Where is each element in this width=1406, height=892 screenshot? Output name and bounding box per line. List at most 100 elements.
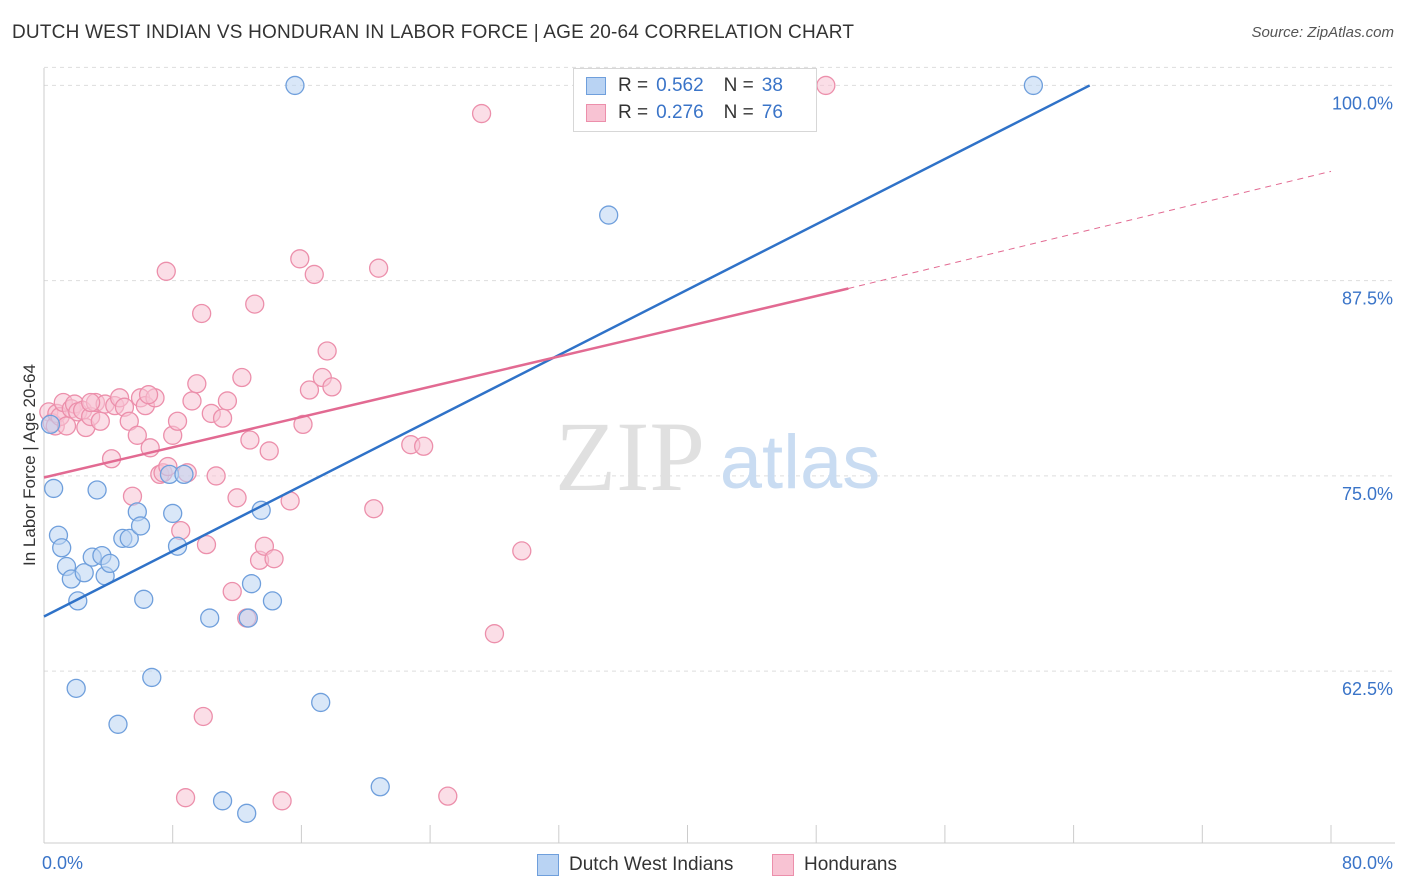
data-point [368, 258, 389, 278]
data-point [222, 581, 242, 602]
data-point [816, 75, 836, 96]
x-tick-label: 0.0% [42, 853, 83, 873]
data-point [262, 591, 283, 611]
data-point [311, 692, 331, 713]
chart-title: DUTCH WEST INDIAN VS HONDURAN IN LABOR F… [12, 22, 855, 43]
r-label: R = [618, 75, 649, 96]
watermark-zip: ZIP [555, 401, 705, 512]
honduran-swatch [586, 104, 606, 122]
r-label: R = [618, 102, 649, 123]
watermark: ZIP atlas [555, 401, 880, 512]
data-point [127, 425, 147, 445]
data-point [240, 430, 260, 450]
data-point [74, 563, 94, 583]
data-point [174, 464, 194, 485]
tick-labels: 62.5% 75.0% 87.5% 100.0% 0.0% 80.0% [42, 93, 1393, 873]
data-point [217, 391, 238, 411]
legend-honduran-label: Hondurans [804, 854, 897, 875]
legend-dutch-label: Dutch West Indians [569, 854, 734, 875]
n-label: N = [723, 75, 754, 96]
data-point [290, 249, 310, 269]
data-point [206, 466, 226, 486]
data-point [512, 541, 532, 561]
data-point [232, 367, 252, 388]
axes [43, 68, 1395, 844]
data-point [471, 103, 492, 124]
data-point [40, 414, 61, 435]
data-point [87, 480, 107, 500]
data-point [66, 678, 86, 699]
x-tick-label: 80.0% [1342, 853, 1393, 873]
data-point [156, 261, 176, 281]
stats-row-dutch: R = 0.562 N = 38 [586, 73, 783, 99]
data-point [193, 706, 213, 727]
data-point [196, 535, 217, 555]
n-value: 76 [761, 102, 783, 123]
data-point [138, 385, 159, 405]
data-point [364, 499, 384, 519]
honduran-points [39, 75, 836, 811]
data-point [175, 788, 196, 808]
data-point [322, 377, 342, 397]
data-point [272, 791, 292, 811]
data-point [167, 411, 188, 431]
data-point [227, 488, 247, 508]
data-point [81, 392, 101, 413]
data-point [187, 374, 207, 394]
n-value: 38 [761, 75, 783, 96]
data-point [134, 589, 154, 609]
legend-item-honduran[interactable]: Hondurans [772, 852, 897, 878]
n-label: N = [723, 102, 754, 123]
data-point [90, 411, 110, 431]
data-point [264, 549, 284, 569]
data-point [317, 341, 337, 361]
data-point [163, 503, 183, 524]
stats-row-honduran: R = 0.276 N = 76 [586, 100, 783, 126]
data-point [142, 667, 162, 688]
data-point [484, 624, 505, 644]
data-point [119, 528, 139, 549]
data-point [200, 608, 220, 628]
data-point [212, 791, 233, 811]
r-value: 0.276 [656, 102, 704, 123]
data-point [259, 441, 279, 461]
y-tick-label: 62.5% [1342, 679, 1393, 699]
legend-honduran-swatch [772, 854, 794, 876]
data-point [245, 294, 265, 314]
data-point [599, 205, 619, 225]
y-tick-label: 100.0% [1332, 93, 1393, 113]
data-point [1023, 75, 1044, 96]
legend-dutch-swatch [537, 854, 559, 876]
y-tick-label: 87.5% [1342, 289, 1393, 309]
trend-line-honduran [43, 287, 849, 479]
legend-item-dutch[interactable]: Dutch West Indians [537, 852, 733, 878]
source-label: Source: ZipAtlas.com [1251, 24, 1394, 41]
data-point [44, 478, 64, 499]
dutch-west-indian-points [40, 75, 1044, 823]
data-point [171, 520, 191, 541]
data-point [438, 786, 458, 806]
data-point [101, 449, 122, 469]
data-point [108, 714, 128, 734]
data-point [68, 591, 88, 611]
data-point [370, 777, 390, 797]
data-point [241, 574, 262, 594]
data-point [238, 608, 258, 628]
data-point [130, 516, 151, 536]
data-point [212, 408, 233, 428]
trend-line-honduran-extension [848, 170, 1332, 289]
data-point [414, 436, 434, 456]
data-point [192, 303, 212, 324]
data-point [237, 803, 257, 823]
data-point [100, 553, 120, 574]
trend-line-dutch [43, 84, 1091, 618]
stats-box: R = 0.562 N = 38 R = 0.276 N = 76 [573, 68, 817, 132]
dutch-swatch [586, 77, 606, 95]
r-value: 0.562 [656, 75, 704, 96]
data-point [52, 538, 72, 558]
watermark-atlas: atlas [720, 420, 881, 505]
y-tick-label: 75.0% [1342, 484, 1393, 504]
data-point [304, 264, 324, 285]
data-point [285, 75, 305, 96]
